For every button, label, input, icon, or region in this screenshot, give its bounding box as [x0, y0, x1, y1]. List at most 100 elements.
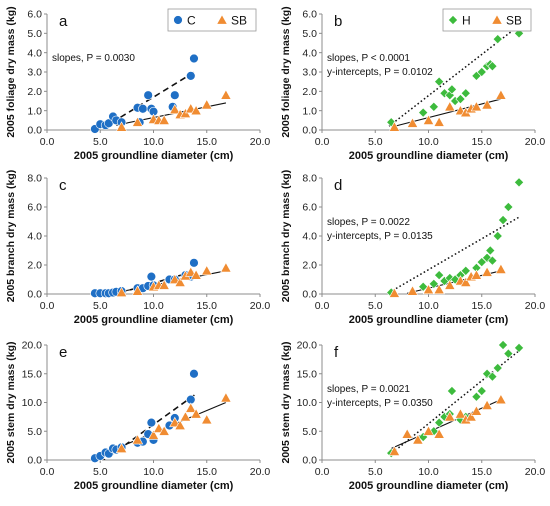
data-point-h — [487, 255, 498, 266]
x-tick-label: 5.0 — [93, 300, 108, 312]
data-point-c — [138, 104, 148, 114]
x-axis-label: 2005 groundline diameter (cm) — [349, 480, 509, 492]
data-point-sb — [495, 263, 507, 274]
y-tick-label: 15.0 — [22, 368, 43, 380]
data-point-h — [492, 34, 503, 45]
data-point-h — [434, 76, 445, 87]
data-point-h — [487, 371, 498, 382]
panel-label: f — [334, 344, 339, 361]
data-point-h — [514, 342, 525, 353]
x-tick-label: 5.0 — [368, 136, 383, 148]
legend-marker-c — [173, 15, 183, 25]
data-point-c — [189, 258, 199, 268]
data-point-sb — [433, 116, 445, 127]
data-point-sb — [201, 264, 213, 276]
y-axis-label: 2005 foliage dry mass (kg) — [5, 6, 17, 137]
data-point-sb — [444, 411, 456, 422]
x-axis-label: 2005 groundline diameter (cm) — [74, 314, 234, 326]
data-point-sb — [470, 405, 483, 416]
x-tick-label: 15.0 — [197, 136, 218, 148]
data-point-sb — [174, 419, 186, 430]
panel-label: c — [59, 177, 67, 194]
data-point-sb — [406, 285, 419, 296]
data-point-sb — [158, 279, 170, 290]
data-point-h — [446, 385, 457, 397]
data-point-sb — [388, 121, 401, 132]
y-tick-label: 3.0 — [302, 67, 317, 79]
data-point-sb — [220, 392, 232, 403]
y-axis-label: 2005 branch dry mass (kg) — [280, 170, 292, 302]
x-tick-label: 20.0 — [250, 136, 271, 148]
y-tick-label: 5.0 — [302, 426, 317, 438]
trendline-sb — [391, 98, 502, 128]
data-point-sb — [190, 408, 202, 419]
y-tick-label: 3.0 — [27, 67, 42, 79]
x-tick-label: 15.0 — [472, 300, 493, 312]
data-point-c — [189, 369, 199, 379]
y-tick-label: 6.0 — [302, 9, 317, 21]
x-axis-label: 2005 groundline diameter (cm) — [74, 150, 234, 162]
data-point-sb — [444, 100, 456, 112]
x-tick-label: 20.0 — [525, 300, 546, 312]
x-tick-label: 5.0 — [368, 300, 383, 312]
y-tick-label: 1.0 — [27, 105, 42, 117]
y-tick-label: 1.0 — [302, 105, 317, 117]
data-point-h — [487, 61, 498, 72]
x-tick-label: 15.0 — [197, 466, 218, 478]
x-tick-label: 15.0 — [197, 300, 218, 312]
y-tick-label: 10.0 — [22, 397, 43, 409]
stat-annotation: slopes, P = 0.0030 — [52, 53, 135, 64]
y-tick-label: 8.0 — [302, 173, 317, 185]
data-point-h — [471, 391, 482, 402]
x-tick-label: 10.0 — [418, 300, 439, 312]
data-point-h — [434, 417, 445, 428]
y-tick-label: 20.0 — [22, 340, 43, 352]
stat-annotation: slopes, P = 0.0022 — [327, 217, 410, 228]
data-point-sb — [147, 429, 160, 440]
data-point-sb — [481, 99, 493, 110]
data-point-sb — [169, 103, 181, 115]
data-point-sb — [201, 99, 213, 110]
legend-label: C — [187, 14, 196, 28]
panel-e: 0.0 5.0 10.0 15.0 20.0 0.0 5.0 10.0 15.0 20.0 2005… — [5, 340, 270, 492]
trendline-h — [388, 216, 520, 294]
data-point-h — [428, 101, 439, 112]
data-point-sb — [220, 262, 232, 273]
data-point-sb — [470, 100, 483, 112]
y-axis-label: 2005 stem dry mass (kg) — [280, 342, 292, 464]
data-point-h — [434, 270, 445, 281]
data-point-c — [170, 90, 180, 100]
data-point-h — [503, 348, 514, 359]
data-point-h — [476, 257, 487, 268]
y-tick-label: 4.0 — [27, 47, 42, 59]
data-point-h — [498, 215, 509, 226]
data-point-h — [476, 66, 487, 78]
data-point-sb — [201, 413, 213, 425]
y-tick-label: 2.0 — [302, 86, 317, 98]
data-point-sb — [158, 425, 170, 436]
data-point-sb — [422, 283, 435, 295]
data-point-h — [386, 117, 397, 128]
data-point-h — [503, 201, 514, 213]
data-point-h — [455, 94, 466, 105]
data-point-sb — [174, 276, 186, 287]
data-point-sb — [495, 89, 507, 100]
data-point-h — [446, 84, 457, 95]
legend-marker-sb — [491, 14, 503, 25]
legend-box — [167, 8, 257, 32]
x-axis-label: 2005 groundline diameter (cm) — [349, 150, 509, 162]
y-axis-label: 2005 foliage dry mass (kg) — [280, 6, 292, 137]
y-tick-label: 6.0 — [302, 202, 317, 214]
data-point-sb — [422, 114, 435, 125]
panel-b: 0.0 1.0 2.0 3.0 4.0 5.0 6.0 0.0 5.0 10.0 15.0 20.0 2… — [280, 6, 545, 162]
data-point-sb — [131, 285, 144, 296]
y-tick-label: 0.0 — [27, 125, 42, 137]
x-tick-label: 20.0 — [250, 300, 271, 312]
x-tick-label: 10.0 — [143, 300, 164, 312]
data-point-h — [418, 107, 429, 118]
data-point-sb — [422, 425, 435, 436]
data-point-sb — [185, 402, 197, 413]
panel-c: 0.0 2.0 4.0 6.0 8.0 0.0 5.0 10.0 15.0 20.0 2005 gr… — [5, 170, 270, 326]
